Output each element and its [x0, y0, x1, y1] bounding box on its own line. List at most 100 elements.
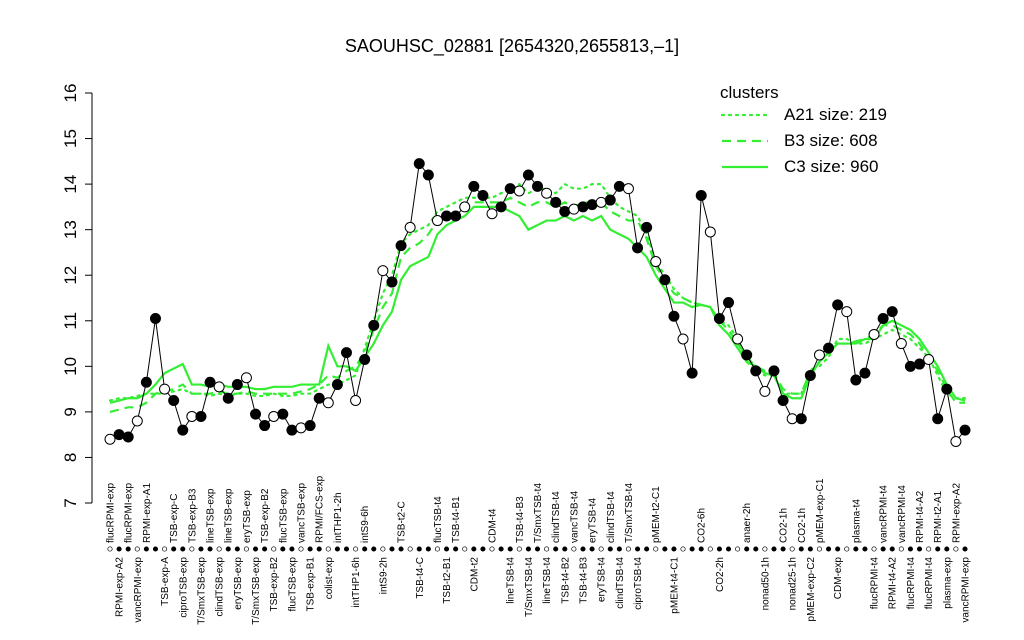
sample-dot [562, 546, 568, 552]
sample-dot [216, 546, 222, 552]
profile-point [713, 313, 725, 324]
x-tick-label: TSB-t2-B1 [442, 557, 453, 604]
profile-point [277, 408, 289, 420]
profile-point [641, 221, 653, 233]
x-tick-label: colist-exp [324, 557, 335, 600]
profile-point [486, 208, 498, 220]
sample-dot [416, 546, 422, 552]
x-tick-label: ciproTSB-t4 [633, 557, 644, 610]
sample-dot [635, 546, 641, 552]
profile-point [340, 347, 352, 359]
profile-point [650, 256, 662, 268]
y-tick-label: 16 [61, 84, 80, 103]
profile-point [532, 180, 543, 192]
legend-title: clusters [720, 83, 779, 102]
profile-point [586, 199, 598, 211]
sample-dot [771, 546, 777, 552]
x-tick-label: CO2-2h [715, 557, 726, 592]
x-tick-label: eryTSB-t4 [597, 557, 608, 602]
sample-dot [935, 546, 941, 552]
profile-point [195, 410, 207, 422]
x-tick-label: plasma-exp [942, 557, 953, 609]
sample-dot [725, 546, 732, 552]
profile-point [941, 383, 953, 395]
x-tick-label: flucRPMI-exp [124, 483, 135, 543]
sample-dot [107, 546, 113, 552]
chart-title: SAOUHSC_02881 [2654320,2655813,–1] [345, 36, 679, 57]
profile-point [149, 313, 161, 324]
profile-point [668, 310, 680, 322]
x-tick-label: T/SmxTSB-t4 [533, 483, 544, 543]
profile-point [186, 410, 198, 422]
sample-dot [389, 546, 395, 552]
profile-point [204, 376, 216, 388]
profile-point [359, 354, 371, 365]
sample-dot [735, 546, 741, 552]
profile-point [468, 180, 480, 192]
profile-point [350, 395, 362, 406]
x-tick-label: CDM-t2 [469, 557, 480, 592]
profile-point [304, 420, 316, 432]
x-tick-label: T/SmxTSB-exp [251, 557, 262, 625]
profile-point [450, 210, 462, 222]
sample-dot [553, 546, 559, 552]
y-tick-label: 7 [61, 498, 80, 507]
y-tick-label: 14 [61, 175, 80, 194]
x-tick-label: clindTSB-t4 [615, 557, 626, 609]
sample-dot [680, 546, 686, 552]
x-tick-label: RPMI-exp-A2 [115, 557, 126, 617]
profile-point [786, 413, 798, 425]
sample-dot [407, 546, 413, 552]
profile-point [759, 385, 771, 397]
profile-point [222, 392, 234, 404]
sample-dot [316, 546, 322, 552]
profile-point [677, 333, 689, 345]
profile-point [268, 410, 280, 422]
x-tick-label: clindTSB-t4 [551, 491, 562, 543]
x-tick-label: T/SmxTSB-t4 [624, 483, 635, 543]
sample-dot [307, 546, 313, 552]
sample-dot [152, 546, 159, 552]
profile-point [914, 358, 926, 370]
profile-point [723, 297, 735, 309]
x-tick-label: pMEM-t4-C1 [669, 557, 680, 614]
profile-point [777, 395, 789, 406]
profile-point [704, 226, 716, 238]
x-tick-label: eryTSB-exp [233, 557, 244, 610]
sample-dot [325, 546, 331, 552]
sample-dot [744, 546, 750, 552]
sample-dot [780, 546, 786, 552]
profile-point [577, 201, 589, 213]
profile-point [895, 338, 907, 350]
sample-dot [916, 546, 923, 552]
x-tick-label: flucRPMI-t4 [924, 557, 935, 610]
sample-dot [371, 546, 377, 552]
sample-dot [753, 546, 759, 552]
profile-point [313, 392, 325, 404]
x-tick-label: eryTSB-exp [242, 490, 253, 543]
x-tick-label: clindTSB-t4 [606, 491, 617, 543]
x-tick-label: TSB-exp-B1 [306, 557, 317, 612]
x-tick-label: vancRPMI-t4 [897, 485, 908, 543]
profile-point [122, 431, 134, 443]
x-tick-label: flucRPMI-t4 [870, 557, 881, 610]
profile-point [877, 313, 889, 324]
y-tick-label: 9 [61, 407, 80, 416]
sample-dot [453, 546, 459, 552]
profile-point [595, 196, 607, 208]
sample-dot [380, 546, 386, 552]
profile-point [386, 276, 398, 288]
sample-dot [425, 546, 431, 552]
sample-dot [835, 546, 841, 552]
sample-dot [334, 546, 340, 552]
profile-point [231, 379, 243, 391]
sample-dot [289, 546, 295, 552]
legend-label: A21 size: 219 [784, 105, 887, 124]
sample-dot [443, 546, 450, 552]
sample-dot [516, 546, 522, 552]
x-tick-label: intS9-2h [378, 557, 389, 594]
sample-dot [234, 546, 240, 552]
profile-point [632, 242, 644, 254]
sample-dot [707, 546, 713, 552]
